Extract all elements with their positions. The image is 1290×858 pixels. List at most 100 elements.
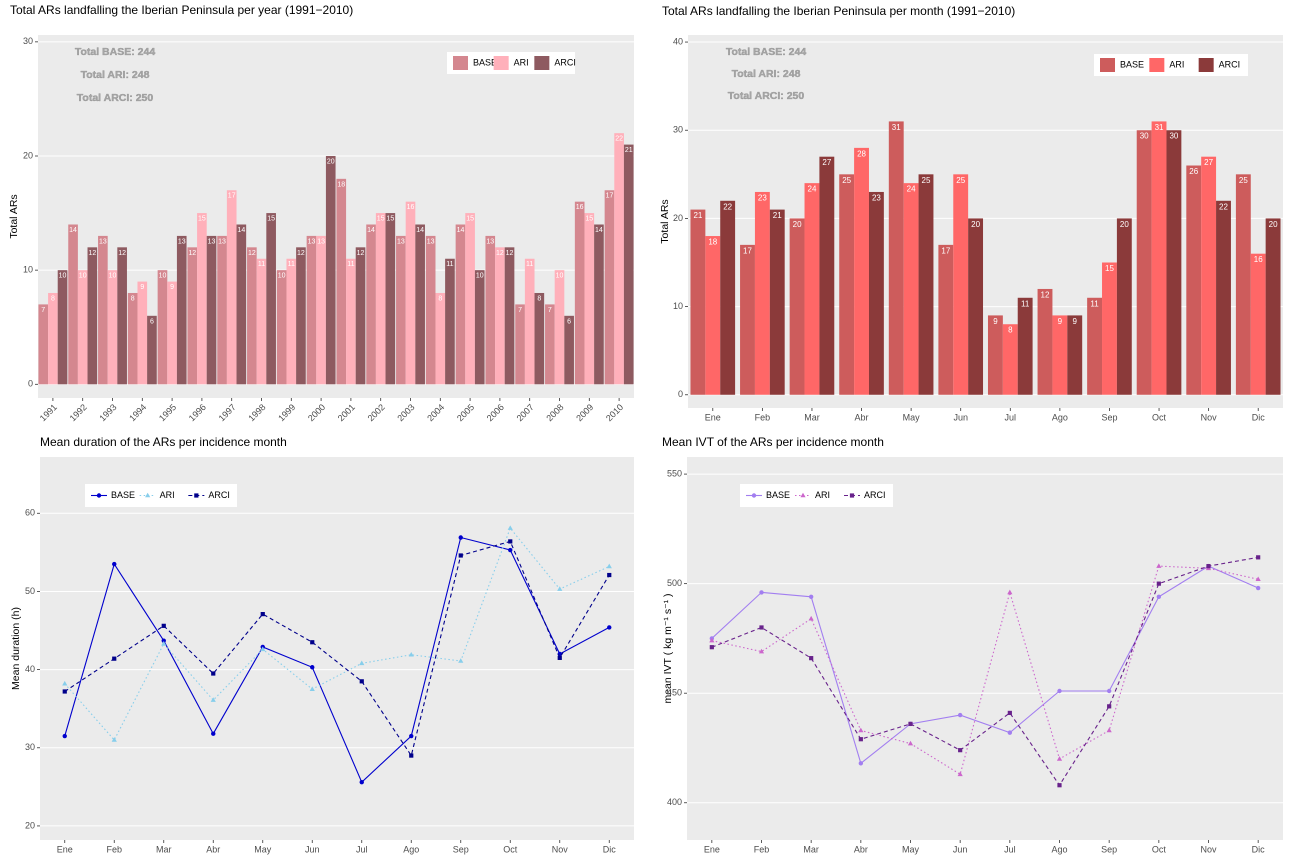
- point: [1106, 688, 1112, 694]
- point: [1107, 704, 1112, 709]
- bar: [127, 292, 138, 385]
- x-tick-label: 1997: [217, 402, 238, 423]
- value-label: 30: [1140, 132, 1149, 141]
- bar: [888, 121, 904, 395]
- point: [211, 731, 216, 736]
- bar: [1067, 315, 1083, 395]
- value-label: 11: [446, 261, 453, 268]
- value-label: 14: [367, 227, 375, 234]
- point: [1007, 730, 1013, 735]
- point: [1255, 576, 1261, 582]
- value-label: 8: [1008, 326, 1013, 335]
- value-label: 31: [1155, 123, 1164, 132]
- bar: [455, 224, 466, 385]
- x-tick-label: Dic: [603, 844, 616, 854]
- bar: [1136, 130, 1152, 395]
- y-tick-label: 50: [25, 586, 35, 596]
- value-label: 12: [248, 250, 256, 257]
- value-label: 15: [377, 216, 385, 223]
- bar: [217, 235, 227, 385]
- bar: [1087, 297, 1103, 395]
- value-label: 30: [1169, 132, 1178, 141]
- y-tick-label: 20: [673, 213, 683, 223]
- x-tick-label: Ago: [1052, 412, 1068, 422]
- bar: [107, 270, 118, 385]
- y-axis-label: mean IVT ( kg m⁻¹ s⁻¹ ): [662, 593, 674, 703]
- x-tick-label: 1998: [246, 402, 267, 423]
- bar: [968, 218, 984, 395]
- point: [96, 493, 102, 498]
- x-tick-label: 1992: [68, 402, 89, 423]
- x-tick-label: 1995: [157, 402, 178, 423]
- point: [409, 753, 414, 758]
- legend-label: ARCI: [208, 490, 230, 500]
- bar: [740, 244, 755, 395]
- value-label: 9: [1073, 317, 1078, 326]
- y-tick-label: 0: [678, 389, 683, 399]
- value-label: 14: [457, 227, 465, 234]
- bar: [754, 191, 770, 395]
- x-tick-label: Jul: [1004, 844, 1016, 854]
- point: [958, 748, 963, 753]
- panel: Mean duration of the ARs per incidence m…: [10, 435, 634, 854]
- bar: [375, 213, 386, 385]
- value-label: 15: [198, 216, 206, 223]
- x-tick-label: Ene: [704, 844, 720, 854]
- legend-key: [1100, 58, 1115, 72]
- legend-label: ARI: [514, 57, 529, 67]
- y-tick-label: 40: [25, 664, 35, 674]
- point: [1007, 710, 1012, 716]
- bar: [584, 213, 595, 385]
- bar: [147, 315, 157, 385]
- y-tick-label: 10: [23, 265, 33, 275]
- x-tick-label: Ene: [57, 844, 73, 854]
- y-tick-label: 20: [23, 150, 33, 160]
- bar: [1052, 315, 1068, 395]
- point: [1106, 727, 1112, 733]
- point: [62, 733, 67, 739]
- y-tick-label: 40: [673, 36, 683, 46]
- point: [808, 615, 814, 621]
- plot-background: [687, 457, 1283, 840]
- value-label: 16: [407, 204, 415, 211]
- x-tick-label: Mar: [804, 412, 820, 422]
- bar: [1151, 121, 1167, 395]
- bar: [839, 174, 855, 395]
- point: [359, 679, 364, 684]
- y-axis-label: Mean duration (h): [10, 607, 22, 690]
- bar: [1166, 130, 1182, 395]
- value-label: 12: [506, 250, 514, 257]
- point: [751, 493, 757, 498]
- bar: [167, 281, 177, 385]
- value-label: 13: [178, 238, 186, 245]
- point: [957, 712, 963, 718]
- value-label: 17: [941, 246, 950, 255]
- x-tick-label: Sep: [1101, 412, 1117, 422]
- x-tick-label: 2002: [366, 402, 387, 423]
- point: [800, 492, 806, 498]
- value-label: 13: [99, 238, 107, 245]
- point: [458, 553, 463, 558]
- point: [145, 492, 151, 498]
- value-label: 8: [131, 295, 135, 302]
- bar: [396, 235, 406, 385]
- bar: [515, 304, 525, 385]
- bar: [554, 270, 565, 385]
- legend-label: ARCI: [1219, 59, 1241, 69]
- value-label: 13: [308, 238, 316, 245]
- value-label: 24: [907, 185, 916, 194]
- bar: [415, 224, 425, 385]
- value-label: 9: [140, 284, 144, 291]
- x-tick-label: Abr: [854, 844, 868, 854]
- value-label: 25: [1239, 176, 1248, 185]
- y-tick-label: 60: [25, 508, 35, 518]
- value-label: 7: [41, 307, 45, 314]
- x-tick-label: Jun: [305, 844, 320, 854]
- point: [211, 671, 216, 676]
- bar: [1037, 288, 1053, 395]
- x-tick-label: Feb: [106, 844, 122, 854]
- value-label: 18: [337, 181, 345, 188]
- x-tick-label: 1999: [276, 402, 297, 423]
- x-tick-label: 2008: [544, 402, 565, 423]
- bar: [236, 224, 247, 385]
